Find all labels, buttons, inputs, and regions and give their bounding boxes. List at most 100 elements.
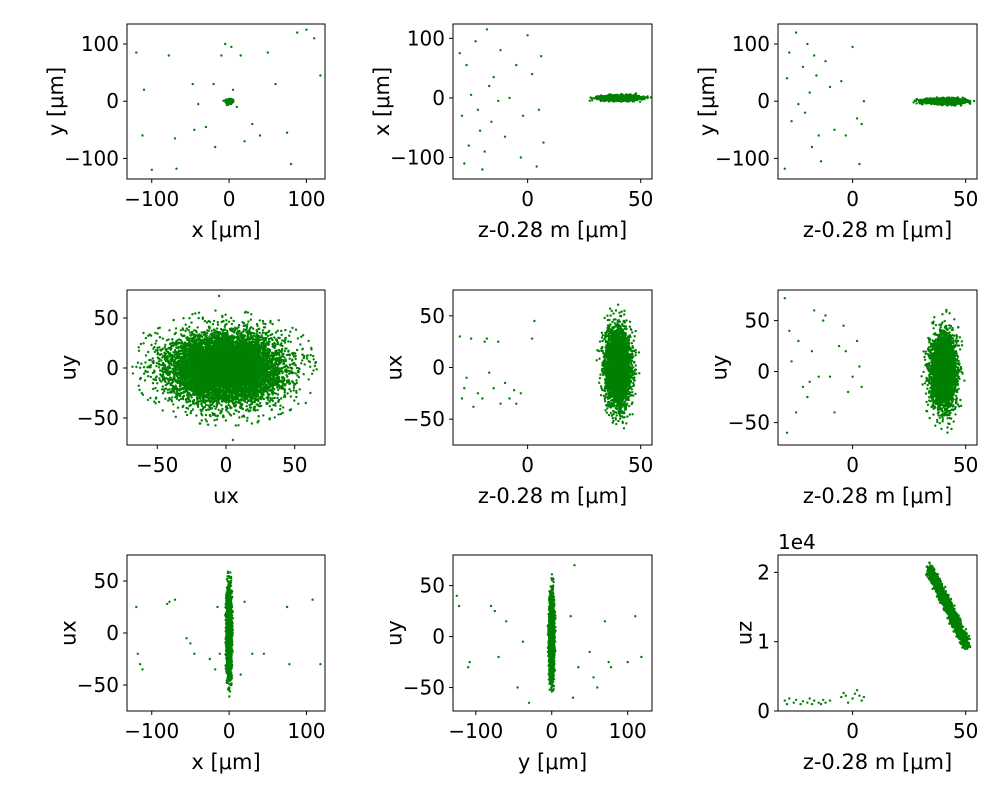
core-point bbox=[944, 100, 947, 103]
core-point bbox=[306, 357, 309, 360]
data-point bbox=[474, 40, 477, 43]
data-point bbox=[478, 129, 482, 132]
data-point bbox=[175, 167, 178, 170]
data-point bbox=[476, 108, 480, 112]
data-point bbox=[783, 167, 786, 170]
data-point bbox=[193, 128, 196, 131]
data-point bbox=[463, 162, 466, 165]
y-tick-label: 0 bbox=[106, 89, 119, 113]
data-point bbox=[231, 88, 235, 92]
core-point bbox=[230, 322, 234, 326]
core-point bbox=[138, 366, 142, 369]
core-point bbox=[283, 341, 287, 344]
core-point bbox=[625, 94, 628, 98]
data-point bbox=[230, 45, 233, 49]
core-point bbox=[953, 100, 956, 103]
data-point bbox=[824, 60, 827, 63]
x-axis-label: z-0.28 m [μm] bbox=[478, 218, 627, 242]
y-axis-label: y [μm] bbox=[695, 67, 719, 136]
core-point bbox=[140, 362, 143, 365]
data-point bbox=[542, 141, 545, 144]
core-point bbox=[190, 410, 193, 413]
core-point bbox=[607, 97, 611, 101]
core-point bbox=[969, 99, 972, 103]
data-point bbox=[497, 99, 500, 103]
beam-core bbox=[131, 309, 318, 427]
core-point bbox=[642, 95, 645, 98]
y-tick-label: 100 bbox=[407, 26, 445, 50]
data-point bbox=[305, 28, 308, 31]
data-point bbox=[212, 82, 215, 86]
data-point bbox=[851, 45, 854, 49]
y-tick-label: 0 bbox=[757, 89, 770, 113]
core-point bbox=[143, 379, 147, 382]
core-point bbox=[954, 98, 958, 101]
data-point bbox=[142, 88, 146, 92]
core-point bbox=[185, 413, 189, 417]
core-point bbox=[612, 100, 616, 103]
core-point bbox=[271, 322, 274, 326]
data-point bbox=[204, 125, 208, 129]
data-point bbox=[840, 80, 843, 83]
core-point bbox=[155, 339, 158, 342]
data-point bbox=[313, 37, 316, 40]
core-point bbox=[590, 97, 594, 100]
core-point bbox=[602, 99, 606, 102]
core-point bbox=[177, 399, 181, 402]
halo-points bbox=[783, 31, 866, 170]
data-point bbox=[788, 51, 791, 54]
data-point bbox=[296, 31, 299, 34]
core-point bbox=[921, 103, 924, 106]
data-point bbox=[828, 85, 832, 89]
core-point bbox=[176, 406, 180, 409]
x-tick-label: 100 bbox=[287, 187, 325, 211]
data-point bbox=[469, 93, 473, 97]
core-point bbox=[942, 100, 945, 103]
core-point bbox=[593, 96, 597, 100]
y-tick-label: −100 bbox=[64, 146, 119, 170]
core-point bbox=[932, 101, 935, 104]
core-point bbox=[912, 101, 915, 104]
data-point bbox=[785, 77, 789, 80]
x-tick-label: 50 bbox=[953, 187, 978, 211]
core-point bbox=[281, 339, 284, 342]
data-point bbox=[813, 54, 816, 57]
data-point bbox=[855, 117, 859, 120]
data-point bbox=[508, 96, 511, 100]
data-point bbox=[844, 134, 847, 137]
core-point bbox=[189, 412, 192, 415]
data-point bbox=[810, 145, 814, 149]
data-point bbox=[858, 162, 861, 166]
core-point bbox=[936, 99, 939, 102]
data-point bbox=[808, 91, 811, 94]
data-point bbox=[135, 51, 138, 54]
data-point bbox=[251, 122, 254, 126]
core-point bbox=[174, 327, 178, 330]
beam-core bbox=[222, 97, 235, 107]
data-point bbox=[319, 74, 322, 77]
data-point bbox=[790, 120, 793, 123]
core-point bbox=[952, 98, 955, 101]
x-tick-label: 0 bbox=[223, 187, 236, 211]
data-point bbox=[488, 84, 491, 88]
core-point bbox=[916, 98, 919, 101]
data-point bbox=[141, 134, 144, 137]
core-point bbox=[138, 388, 141, 392]
data-point bbox=[819, 160, 823, 163]
core-point bbox=[614, 97, 618, 101]
data-point bbox=[526, 34, 529, 37]
beam-core bbox=[912, 96, 976, 107]
data-point bbox=[465, 63, 468, 67]
core-point bbox=[597, 97, 600, 101]
core-point bbox=[230, 99, 233, 102]
y-tick-label: −100 bbox=[715, 146, 770, 170]
core-point bbox=[168, 396, 171, 400]
data-point bbox=[519, 156, 522, 159]
core-point bbox=[641, 97, 644, 101]
core-point bbox=[917, 101, 921, 104]
core-point bbox=[606, 94, 610, 97]
core-point bbox=[588, 99, 591, 102]
data-point bbox=[220, 54, 223, 57]
